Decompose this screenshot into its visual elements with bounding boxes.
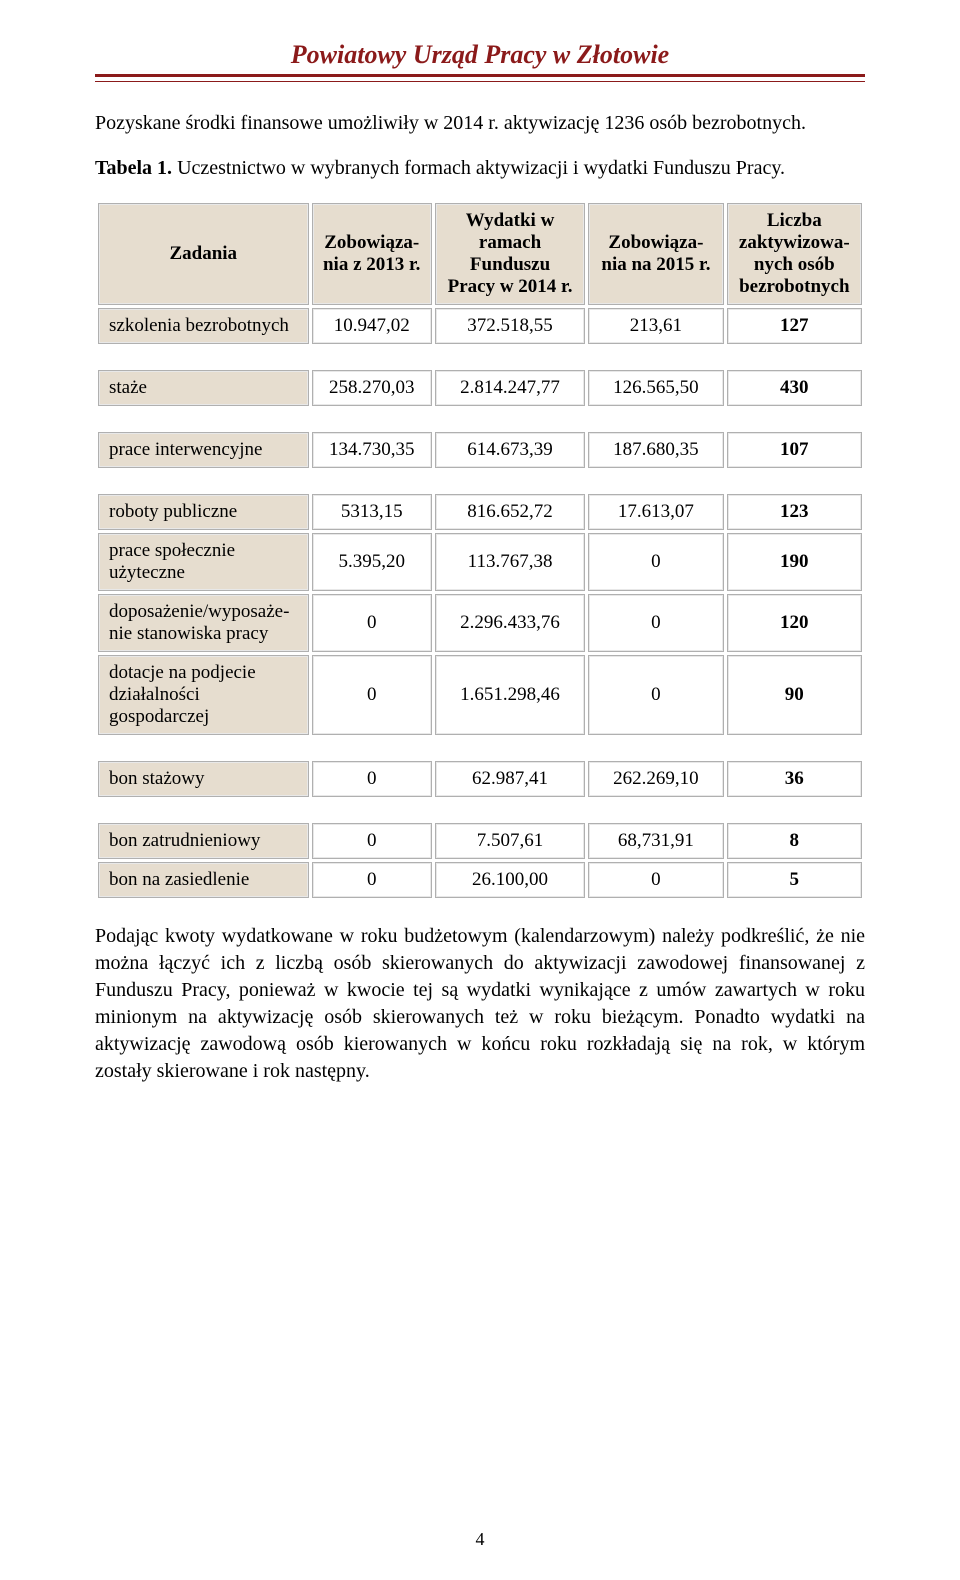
table-cell: 1.651.298,46	[435, 655, 585, 735]
header-rule	[95, 74, 865, 82]
table-cell: 0	[588, 862, 723, 898]
table-row: roboty publiczne5313,15816.652,7217.613,…	[98, 494, 862, 530]
table-cell: 5313,15	[312, 494, 432, 530]
table-cell: 123	[727, 494, 862, 530]
table-cell: 187.680,35	[588, 432, 723, 468]
row-label: szkolenia bezrobotnych	[98, 308, 309, 344]
table-row: bon na zasiedlenie026.100,0005	[98, 862, 862, 898]
table-cell: 262.269,10	[588, 761, 723, 797]
data-table-header: ZadaniaZobowiąza-nia z 2013 r.Wydatki w …	[95, 200, 865, 347]
page-number: 4	[0, 1529, 960, 1550]
table-cell: 0	[312, 862, 432, 898]
table-row: staże258.270,032.814.247,77126.565,50430	[98, 370, 862, 406]
data-table-block: prace interwencyjne134.730,35614.673,391…	[95, 429, 865, 471]
row-label: prace społecznie użyteczne	[98, 533, 309, 591]
table-cell: 0	[312, 761, 432, 797]
row-label: dotacje na podjecie działalności gospoda…	[98, 655, 309, 735]
table-row: szkolenia bezrobotnych10.947,02372.518,5…	[98, 308, 862, 344]
table-cell: 0	[588, 655, 723, 735]
table-row: prace społecznie użyteczne5.395,20113.76…	[98, 533, 862, 591]
footer-paragraph: Podając kwoty wydatkowane w roku budżeto…	[95, 923, 865, 1085]
table-cell: 120	[727, 594, 862, 652]
table-caption-label: Tabela 1.	[95, 157, 172, 179]
table-caption: Tabela 1. Uczestnictwo w wybranych forma…	[95, 155, 865, 182]
table-cell: 258.270,03	[312, 370, 432, 406]
table-cell: 614.673,39	[435, 432, 585, 468]
table-cell: 126.565,50	[588, 370, 723, 406]
table-cell: 190	[727, 533, 862, 591]
row-label: bon na zasiedlenie	[98, 862, 309, 898]
table-cell: 107	[727, 432, 862, 468]
row-label: doposażenie/wyposaże-nie stanowiska prac…	[98, 594, 309, 652]
table-cell: 7.507,61	[435, 823, 585, 859]
table-cell: 2.296.433,76	[435, 594, 585, 652]
table-header-cell: Zobowiąza-nia na 2015 r.	[588, 203, 723, 305]
table-header-cell: Liczba zaktywizowa-nych osób bezrobotnyc…	[727, 203, 862, 305]
table-header-cell: Zadania	[98, 203, 309, 305]
table-row: bon zatrudnieniowy07.507,6168,731,918	[98, 823, 862, 859]
table-cell: 62.987,41	[435, 761, 585, 797]
table-cell: 430	[727, 370, 862, 406]
table-cell: 5	[727, 862, 862, 898]
table-cell: 10.947,02	[312, 308, 432, 344]
row-label: roboty publiczne	[98, 494, 309, 530]
row-label: staże	[98, 370, 309, 406]
table-cell: 8	[727, 823, 862, 859]
intro-paragraph: Pozyskane środki finansowe umożliwiły w …	[95, 110, 865, 137]
page-title: Powiatowy Urząd Pracy w Złotowie	[95, 40, 865, 74]
table-cell: 113.767,38	[435, 533, 585, 591]
table-row: bon stażowy062.987,41262.269,1036	[98, 761, 862, 797]
table-cell: 36	[727, 761, 862, 797]
table-cell: 2.814.247,77	[435, 370, 585, 406]
table-cell: 68,731,91	[588, 823, 723, 859]
table-cell: 17.613,07	[588, 494, 723, 530]
table-cell: 0	[312, 655, 432, 735]
table-cell: 134.730,35	[312, 432, 432, 468]
table-header-cell: Wydatki w ramach Funduszu Pracy w 2014 r…	[435, 203, 585, 305]
row-label: bon stażowy	[98, 761, 309, 797]
table-cell: 0	[312, 823, 432, 859]
table-row: prace interwencyjne134.730,35614.673,391…	[98, 432, 862, 468]
row-label: prace interwencyjne	[98, 432, 309, 468]
table-cell: 26.100,00	[435, 862, 585, 898]
data-table-block: staże258.270,032.814.247,77126.565,50430	[95, 367, 865, 409]
table-cell: 127	[727, 308, 862, 344]
data-table-block: bon zatrudnieniowy07.507,6168,731,918bon…	[95, 820, 865, 901]
table-cell: 372.518,55	[435, 308, 585, 344]
data-table-block: bon stażowy062.987,41262.269,1036	[95, 758, 865, 800]
table-cell: 0	[312, 594, 432, 652]
data-table-container: ZadaniaZobowiąza-nia z 2013 r.Wydatki w …	[95, 200, 865, 901]
table-row: doposażenie/wyposaże-nie stanowiska prac…	[98, 594, 862, 652]
row-label: bon zatrudnieniowy	[98, 823, 309, 859]
table-cell: 0	[588, 533, 723, 591]
table-row: dotacje na podjecie działalności gospoda…	[98, 655, 862, 735]
table-cell: 816.652,72	[435, 494, 585, 530]
table-caption-text: Uczestnictwo w wybranych formach aktywiz…	[177, 157, 785, 179]
table-cell: 5.395,20	[312, 533, 432, 591]
table-header-cell: Zobowiąza-nia z 2013 r.	[312, 203, 432, 305]
table-cell: 0	[588, 594, 723, 652]
table-cell: 90	[727, 655, 862, 735]
data-table-block: roboty publiczne5313,15816.652,7217.613,…	[95, 491, 865, 738]
table-cell: 213,61	[588, 308, 723, 344]
